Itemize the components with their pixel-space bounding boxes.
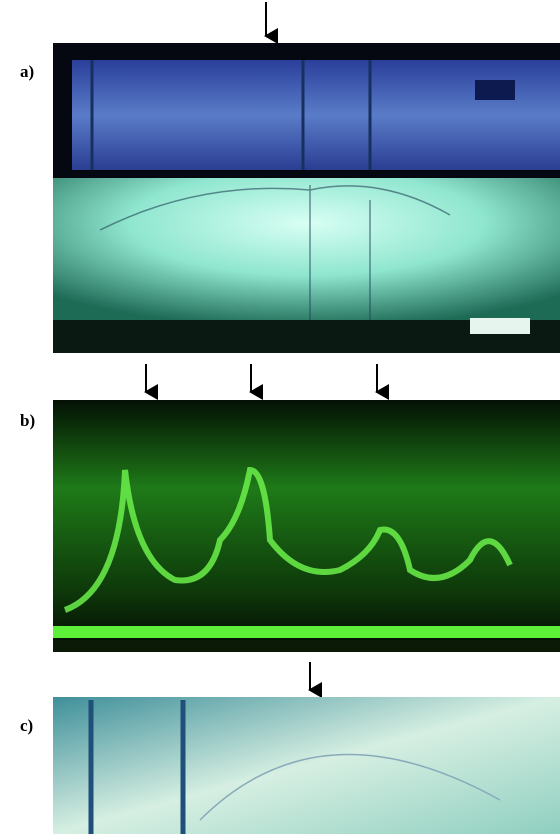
photo-region — [72, 60, 560, 170]
photo-a — [53, 43, 560, 353]
photo-b — [53, 400, 560, 652]
photo-detail — [53, 626, 560, 638]
panel-label: b) — [20, 411, 35, 430]
panel-label: a) — [20, 62, 34, 81]
panel-label: c) — [20, 716, 33, 735]
photo-frame — [53, 697, 560, 834]
page: a) b) c) — [0, 0, 560, 834]
photo-c — [53, 697, 560, 834]
photo-detail — [470, 318, 530, 334]
photo-detail — [53, 640, 560, 652]
photo-frame — [53, 400, 560, 652]
photo-detail — [475, 80, 515, 100]
figure: a) b) c) — [0, 0, 560, 834]
photo-region — [53, 178, 560, 328]
